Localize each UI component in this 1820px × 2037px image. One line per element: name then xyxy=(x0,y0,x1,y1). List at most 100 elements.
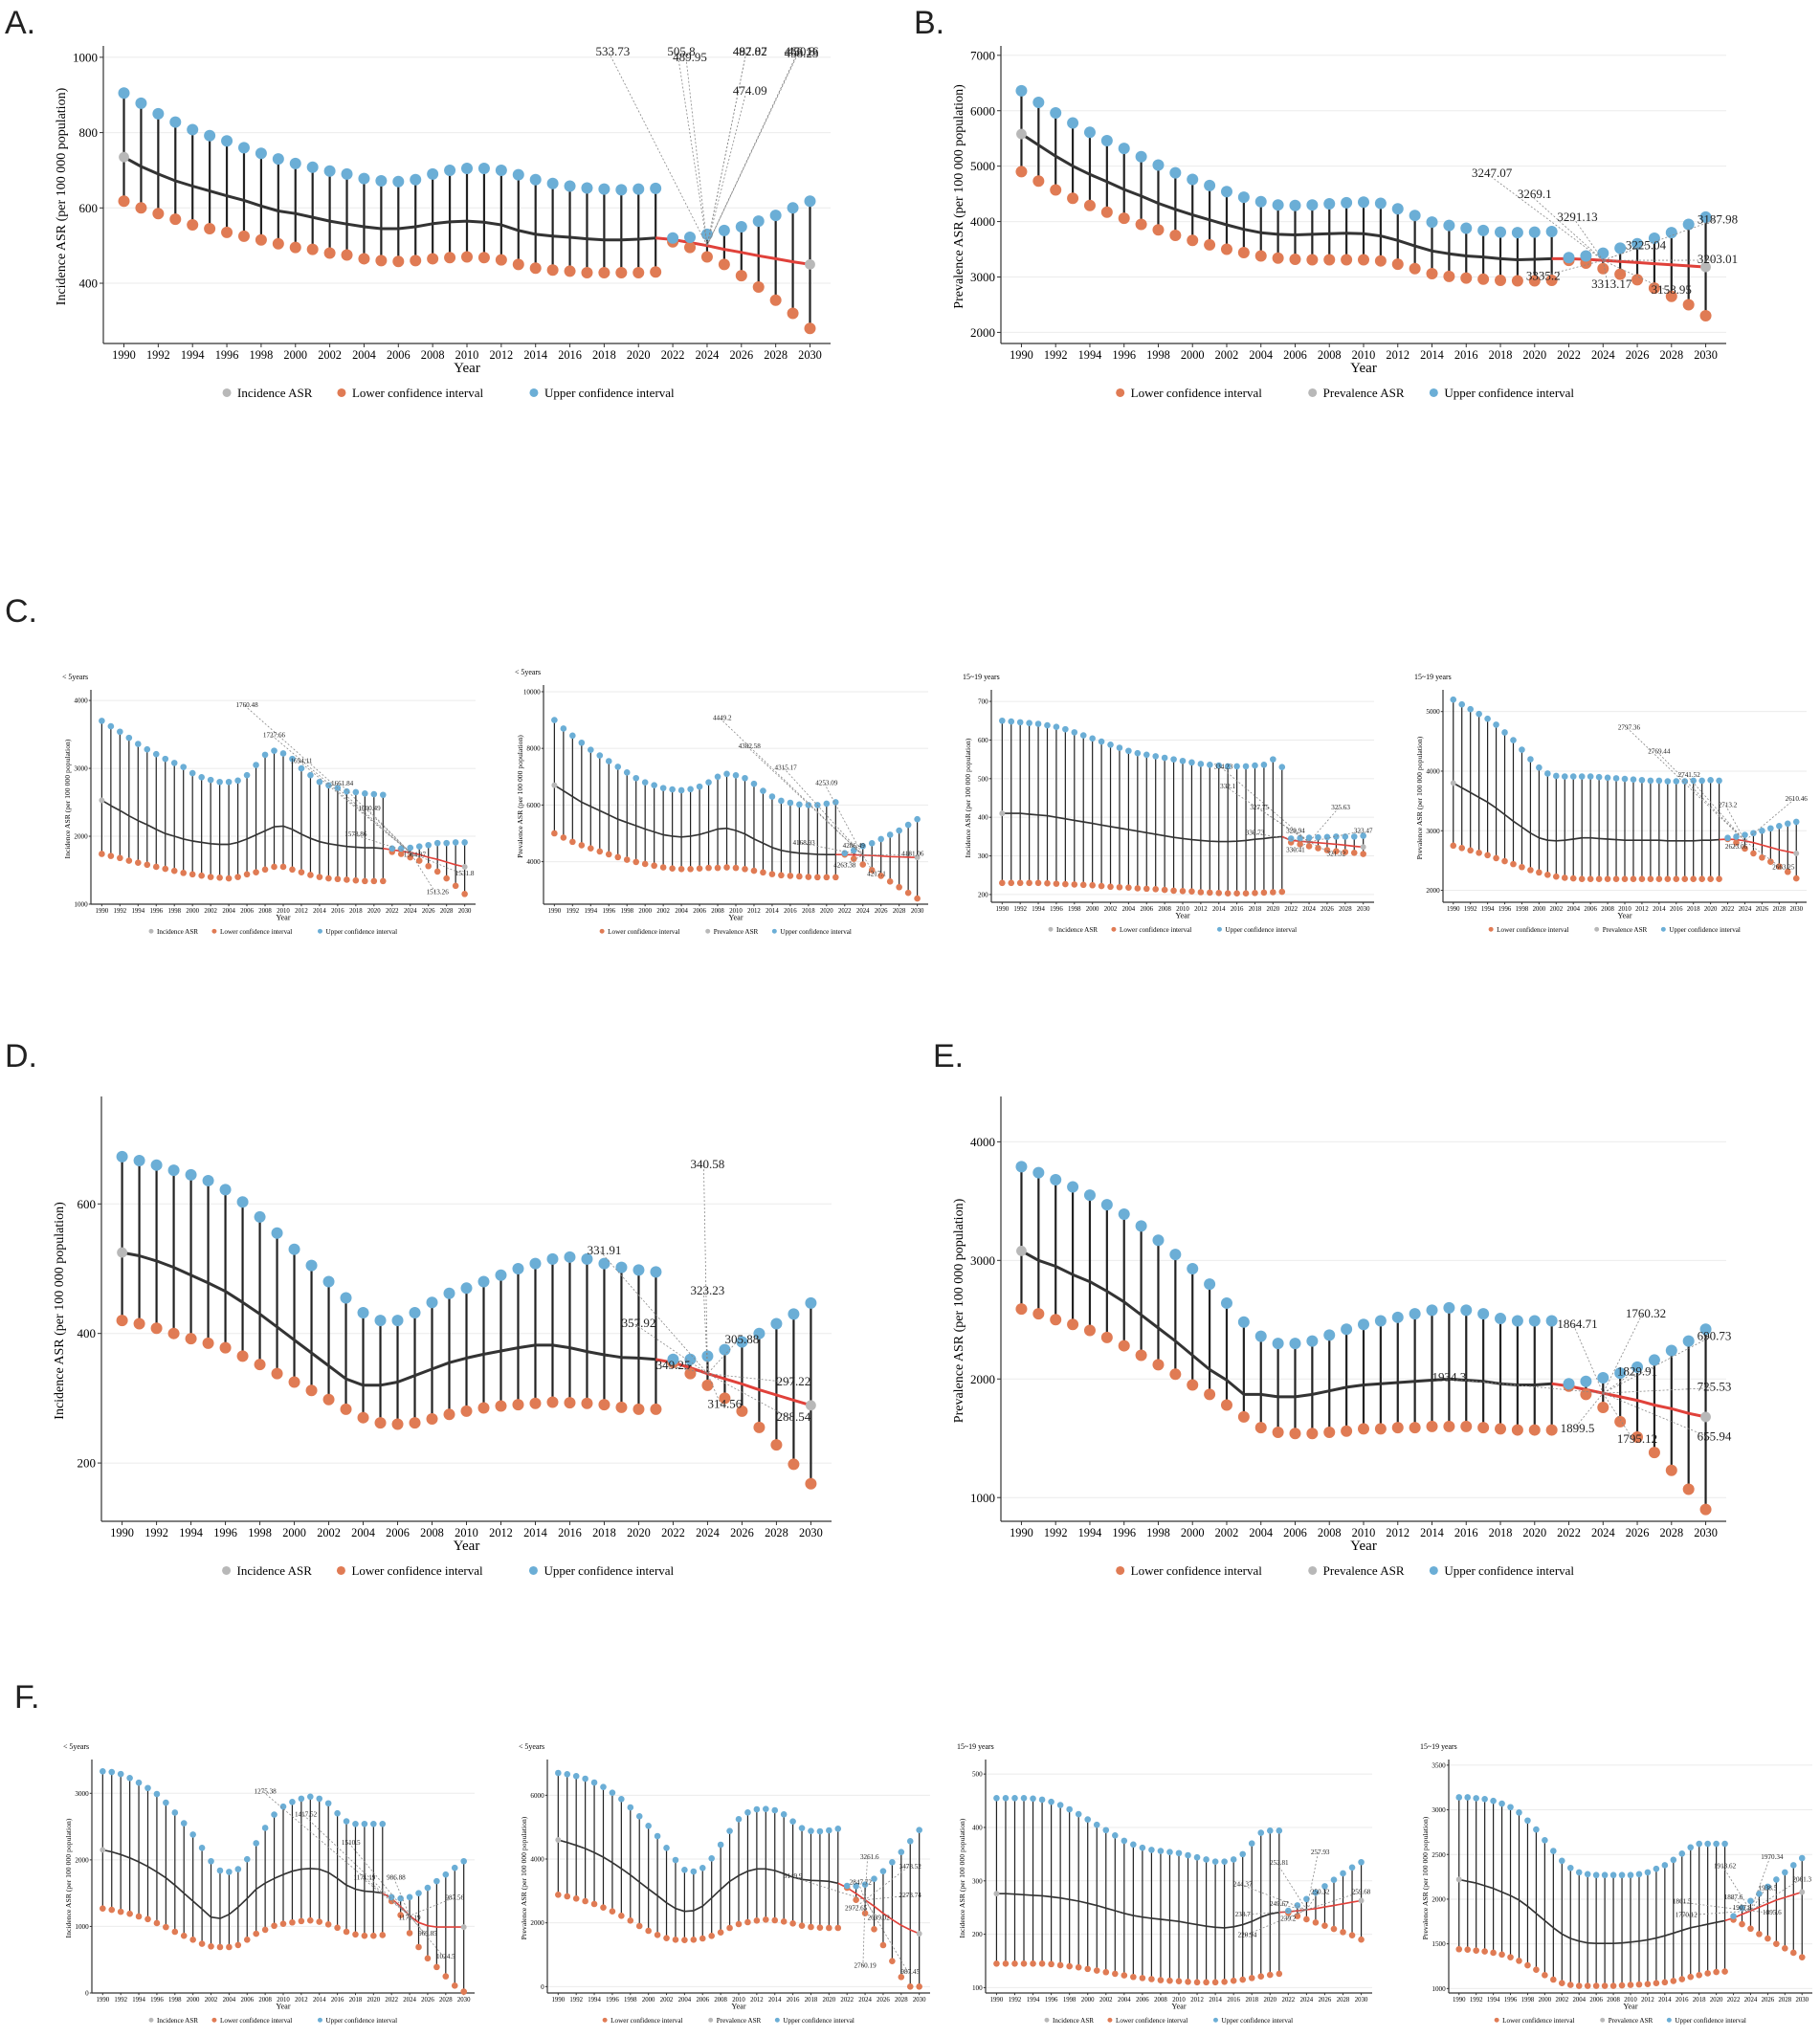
upper-ci-point xyxy=(1030,1795,1036,1803)
upper-ci-point xyxy=(735,220,747,232)
upper-ci-point xyxy=(1340,1870,1346,1877)
asr-point xyxy=(1016,128,1027,140)
lower-ci-point xyxy=(742,865,748,873)
upper-ci-point xyxy=(641,779,649,786)
x-tick-label: 2000 xyxy=(1081,1997,1095,2004)
asr-forecast-line xyxy=(1719,838,1797,854)
x-tick-label: 1992 xyxy=(566,908,580,915)
upper-ci-point xyxy=(167,1164,180,1177)
upper-ci-point xyxy=(760,787,766,794)
upper-ci-point xyxy=(461,839,468,846)
y-tick-label: 2000 xyxy=(1426,887,1440,895)
lower-ci-point xyxy=(1527,867,1534,874)
data-label: 1513.26 xyxy=(427,888,450,896)
x-tick-label: 1992 xyxy=(1013,906,1027,913)
y-axis-title: Prevalence ASR (per 100 000 population) xyxy=(516,735,524,858)
lower-ci-point xyxy=(1789,1949,1797,1957)
upper-ci-point xyxy=(904,821,912,829)
data-label: 2623.06 xyxy=(1725,843,1748,851)
upper-ci-point xyxy=(322,1275,335,1288)
upper-ci-point xyxy=(1597,1372,1609,1384)
data-label: 2797.36 xyxy=(1618,723,1641,731)
lower-ci-point xyxy=(859,861,867,868)
upper-ci-point xyxy=(208,1857,214,1865)
upper-ci-point xyxy=(1135,150,1147,163)
upper-ci-point xyxy=(690,1868,698,1875)
asr-point xyxy=(100,1847,106,1853)
y-tick-label: 200 xyxy=(978,891,988,898)
upper-ci-point xyxy=(1450,696,1457,703)
upper-ci-point xyxy=(1116,744,1123,751)
lower-ci-point xyxy=(1100,1331,1113,1343)
x-tick-label: 1990 xyxy=(1010,1526,1033,1539)
upper-ci-point xyxy=(1789,1862,1797,1869)
lower-ci-point xyxy=(1139,1975,1146,1982)
y-tick-label: 0 xyxy=(541,1983,544,1991)
x-tick-label: 1996 xyxy=(213,1526,237,1539)
lower-ci-point xyxy=(1358,1936,1365,1943)
y-tick-label: 600 xyxy=(78,1197,97,1211)
upper-ci-point xyxy=(1002,1794,1010,1802)
x-tick-label: 1992 xyxy=(146,348,170,362)
lower-ci-point xyxy=(1207,889,1213,897)
annotation-leader xyxy=(1603,219,1715,261)
upper-ci-point xyxy=(1653,1865,1660,1872)
lower-ci-point xyxy=(1161,886,1168,894)
x-tick-label: 2004 xyxy=(352,348,376,362)
annotation-leader xyxy=(1603,1392,1711,1439)
lower-ci-point xyxy=(735,1920,743,1928)
x-tick-label: 2002 xyxy=(205,1997,218,2004)
x-tick-label: 2008 xyxy=(1607,1997,1620,2004)
upper-ci-point xyxy=(1342,833,1349,840)
x-tick-label: 2028 xyxy=(1339,906,1352,913)
x-tick-label: 2000 xyxy=(1539,1997,1552,2004)
x-tick-label: 2028 xyxy=(1779,1997,1792,2004)
panel-letter-c: C. xyxy=(5,593,37,630)
upper-ci-point xyxy=(1527,756,1534,763)
x-tick-label: 1996 xyxy=(602,908,615,915)
lower-ci-point xyxy=(1350,850,1358,856)
x-tick-label: 2030 xyxy=(1789,906,1803,913)
x-tick-label: 2014 xyxy=(1653,906,1666,913)
x-tick-label: 2026 xyxy=(1626,348,1650,362)
upper-ci-point xyxy=(1644,1869,1652,1876)
upper-ci-point xyxy=(1152,159,1165,171)
annotation-leader xyxy=(706,52,747,246)
data-label: 1899.5 xyxy=(1561,1421,1595,1435)
lower-ci-point xyxy=(1333,848,1340,855)
lower-ci-point xyxy=(1544,872,1551,878)
lower-ci-point xyxy=(1524,1961,1531,1969)
data-label: 2663.25 xyxy=(1772,864,1795,872)
asr-point xyxy=(993,1891,1000,1897)
lower-ci-point xyxy=(1545,1424,1558,1436)
x-tick-label: 2000 xyxy=(1086,906,1099,913)
lower-ci-point xyxy=(1166,1977,1173,1984)
legend-label: Lower confidence interval xyxy=(351,1563,483,1578)
upper-ci-point xyxy=(1224,763,1232,770)
chart-subtitle: 15~19 years xyxy=(1414,673,1452,681)
upper-ci-point xyxy=(1561,773,1568,780)
lower-ci-point xyxy=(718,258,730,271)
chart-subtitle: 15~19 years xyxy=(1420,1742,1457,1751)
lower-ci-point xyxy=(1721,1968,1728,1975)
data-label: 3247.07 xyxy=(1472,166,1513,180)
lower-ci-point xyxy=(1747,1925,1754,1933)
lower-ci-point xyxy=(289,1918,296,1926)
upper-ci-point xyxy=(744,1809,751,1816)
upper-ci-point xyxy=(1724,834,1731,842)
x-tick-label: 2000 xyxy=(1181,1526,1205,1539)
data-label: 259.68 xyxy=(1352,1889,1371,1896)
x-tick-label: 2002 xyxy=(1215,1526,1239,1539)
x-tick-label: 2000 xyxy=(638,908,652,915)
upper-ci-point xyxy=(298,1795,305,1803)
lower-ci-point xyxy=(1306,1428,1319,1440)
lower-ci-point xyxy=(564,1893,571,1900)
data-label: 323.23 xyxy=(691,1283,725,1297)
lower-ci-point xyxy=(700,251,713,263)
upper-ci-point xyxy=(1460,222,1473,234)
x-tick-label: 1992 xyxy=(114,1997,127,2004)
lower-ci-point xyxy=(344,876,350,883)
upper-ci-point xyxy=(1655,777,1663,785)
upper-ci-point xyxy=(1067,1181,1079,1193)
x-tick-label: 2000 xyxy=(186,908,199,915)
